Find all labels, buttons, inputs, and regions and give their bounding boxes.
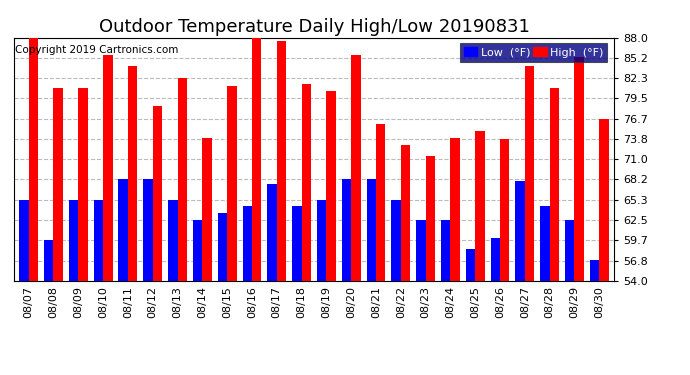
Bar: [500, 139, 509, 281]
Bar: [451, 138, 460, 281]
Bar: [227, 86, 237, 281]
Bar: [475, 131, 484, 281]
Bar: [103, 56, 112, 281]
Text: Copyright 2019 Cartronics.com: Copyright 2019 Cartronics.com: [15, 45, 179, 55]
Bar: [550, 88, 559, 281]
Bar: [491, 238, 500, 281]
Bar: [326, 91, 336, 281]
Bar: [599, 118, 609, 281]
Bar: [540, 206, 550, 281]
Bar: [317, 200, 326, 281]
Bar: [574, 57, 584, 281]
Bar: [69, 200, 78, 281]
Bar: [152, 106, 162, 281]
Bar: [119, 180, 128, 281]
Bar: [565, 220, 574, 281]
Bar: [29, 38, 38, 281]
Bar: [351, 56, 361, 281]
Bar: [54, 88, 63, 281]
Bar: [515, 181, 525, 281]
Bar: [401, 145, 410, 281]
Bar: [44, 240, 54, 281]
Bar: [426, 156, 435, 281]
Bar: [277, 41, 286, 281]
Bar: [366, 180, 376, 281]
Bar: [391, 200, 401, 281]
Bar: [590, 260, 599, 281]
Bar: [466, 249, 475, 281]
Bar: [19, 200, 29, 281]
Bar: [376, 123, 386, 281]
Title: Outdoor Temperature Daily High/Low 20190831: Outdoor Temperature Daily High/Low 20190…: [99, 18, 529, 36]
Bar: [144, 180, 152, 281]
Legend: Low  (°F), High  (°F): Low (°F), High (°F): [460, 43, 607, 62]
Bar: [441, 220, 451, 281]
Bar: [242, 206, 252, 281]
Bar: [416, 220, 426, 281]
Bar: [94, 200, 103, 281]
Bar: [252, 38, 262, 281]
Bar: [202, 138, 212, 281]
Bar: [218, 213, 227, 281]
Bar: [267, 184, 277, 281]
Bar: [78, 88, 88, 281]
Bar: [177, 78, 187, 281]
Bar: [302, 84, 311, 281]
Bar: [193, 220, 202, 281]
Bar: [342, 180, 351, 281]
Bar: [128, 66, 137, 281]
Bar: [525, 66, 534, 281]
Bar: [292, 206, 302, 281]
Bar: [168, 200, 177, 281]
